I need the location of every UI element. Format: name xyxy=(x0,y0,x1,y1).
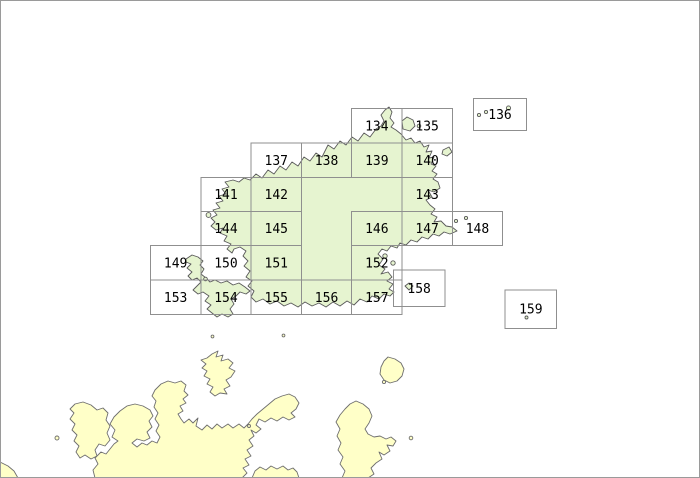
northeast-islet xyxy=(441,146,453,157)
spiky-north-island xyxy=(200,350,236,397)
corner-islet xyxy=(0,461,19,478)
islet-in-cell-158 xyxy=(404,282,414,291)
sea-dot-west xyxy=(210,334,215,339)
southeast-bay-islet-b xyxy=(390,260,396,266)
sheet-number-135: 135 xyxy=(415,119,438,134)
sheet-number-148: 148 xyxy=(466,222,489,237)
sheet-number-151: 151 xyxy=(265,256,288,271)
sheet-number-147: 147 xyxy=(415,222,438,237)
sheet-number-152: 152 xyxy=(365,256,388,271)
sheet-number-143: 143 xyxy=(415,188,438,203)
west-offshore-islet xyxy=(205,212,212,218)
sea-dot-east xyxy=(281,333,286,338)
sheet-number-142: 142 xyxy=(265,188,288,203)
cell-136-islet-a xyxy=(476,112,482,118)
southeast-round-islet xyxy=(379,356,405,384)
sheet-number-137: 137 xyxy=(265,154,288,169)
sheet-number-144: 144 xyxy=(214,222,238,237)
southeast-tiny-islet xyxy=(408,435,414,441)
sheet-number-158: 158 xyxy=(407,282,430,297)
southeast-landmass xyxy=(335,400,397,478)
cell-136-islet-b xyxy=(483,109,489,115)
main-southern-landmass xyxy=(92,380,300,478)
sheet-number-153: 153 xyxy=(164,291,187,306)
sheet-cell-159[interactable] xyxy=(504,289,558,329)
east-cape-islet-a xyxy=(453,218,459,224)
sheet-number-159: 159 xyxy=(519,303,542,318)
north-islet xyxy=(401,116,416,132)
east-cape-islet-b xyxy=(463,215,469,221)
sheet-number-134: 134 xyxy=(365,119,389,134)
sheet-number-140: 140 xyxy=(415,154,438,169)
sheet-cell-158[interactable] xyxy=(392,269,446,308)
southeast-islet-speck xyxy=(381,379,387,385)
west-islet xyxy=(54,435,60,441)
sheet-number-154: 154 xyxy=(214,291,238,306)
sheet-number-157: 157 xyxy=(365,291,388,306)
sheet-number-149: 149 xyxy=(164,256,187,271)
bay-islet-speck xyxy=(247,424,251,428)
north-islet-small xyxy=(416,123,422,129)
sheet-grid-layer: 134 135 136 137 138 139 140 141 142 143 144 145 146 1… xyxy=(150,97,558,329)
sheet-number-156: 156 xyxy=(315,291,338,306)
sheet-cell-157[interactable] xyxy=(351,279,403,315)
cell-159-islet xyxy=(524,315,529,320)
sheet-number-150: 150 xyxy=(214,256,237,271)
sheet-number-145: 145 xyxy=(265,222,288,237)
offshore-islets xyxy=(203,105,529,320)
sheet-number-141: 141 xyxy=(214,188,237,203)
sheet-number-138: 138 xyxy=(315,154,338,169)
cell-136-islet-c xyxy=(505,105,512,111)
sheet-number-155: 155 xyxy=(265,291,288,306)
sheet-number-139: 139 xyxy=(365,154,388,169)
sheet-number-136: 136 xyxy=(488,108,511,123)
sheet-cell-136[interactable] xyxy=(472,97,528,132)
sheet-cell-148[interactable] xyxy=(451,211,504,246)
sheet-number-146: 146 xyxy=(365,222,388,237)
southern-landmasses xyxy=(0,333,414,478)
southeast-bay-islet-a xyxy=(382,253,388,259)
south-shore-strip xyxy=(251,465,300,478)
